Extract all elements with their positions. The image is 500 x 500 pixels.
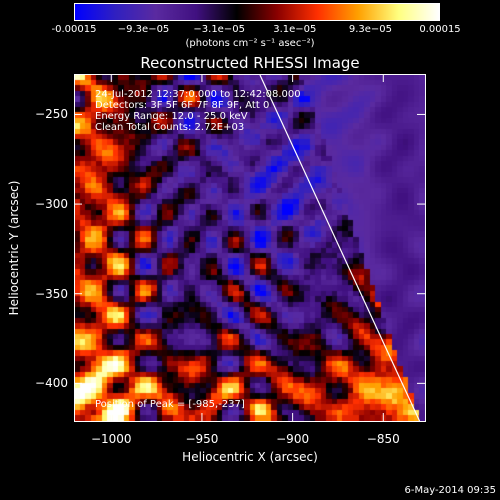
heatmap-image [75,75,425,421]
annotation-energy-range: Energy Range: 12.0 - 25.0 keV [95,111,248,122]
colorbar-tick-label: -0.00015 [51,24,97,35]
annotation-time-range: 24-Jul-2012 12:37:0.000 to 12:42:08.000 [95,89,301,100]
plot-area: 24-Jul-2012 12:37:0.000 to 12:42:08.000 … [74,74,426,422]
colorbar-units: (photons cm⁻² s⁻¹ asec⁻²) [185,38,315,49]
x-tick-label: −900 [276,432,310,446]
colorbar-gradient [75,4,439,20]
colorbar-tick-label: 9.3e−05 [348,24,393,35]
y-tick-label: −400 [35,376,68,391]
annotation-detectors: Detectors: 3F 5F 6F 7F 8F 9F, Att 0 [95,100,270,111]
x-tick-label: −1000 [90,432,132,446]
annotation-clean-counts: Clean Total Counts: 2.72E+03 [95,122,245,133]
colorbar-tick-label: 3.1e−05 [273,24,317,35]
y-tick-label: −350 [35,286,68,301]
x-axis-label: Heliocentric X (arcsec) [182,450,318,464]
annotation-peak-position: Position of Peak = [-985,-237] [95,399,245,410]
solar-limb-line [259,75,421,421]
colorbar-tick-label: −9.3e−05 [117,24,170,35]
y-axis-label: Heliocentric Y (arcsec) [7,180,21,316]
limb-overlay [259,75,421,421]
chart-title: Reconstructed RHESSI Image [140,54,360,72]
colorbar [74,3,440,21]
x-tick-label: −850 [366,432,400,446]
x-tick-label: −950 [185,432,219,446]
colorbar-tick-label: −3.1e−05 [193,24,245,35]
colorbar-tick-label: 0.00015 [419,24,461,35]
footer-date: 6-May-2014 09:35 [404,485,496,496]
y-tick-label: −300 [35,197,68,212]
y-tick-label: −250 [35,107,68,122]
